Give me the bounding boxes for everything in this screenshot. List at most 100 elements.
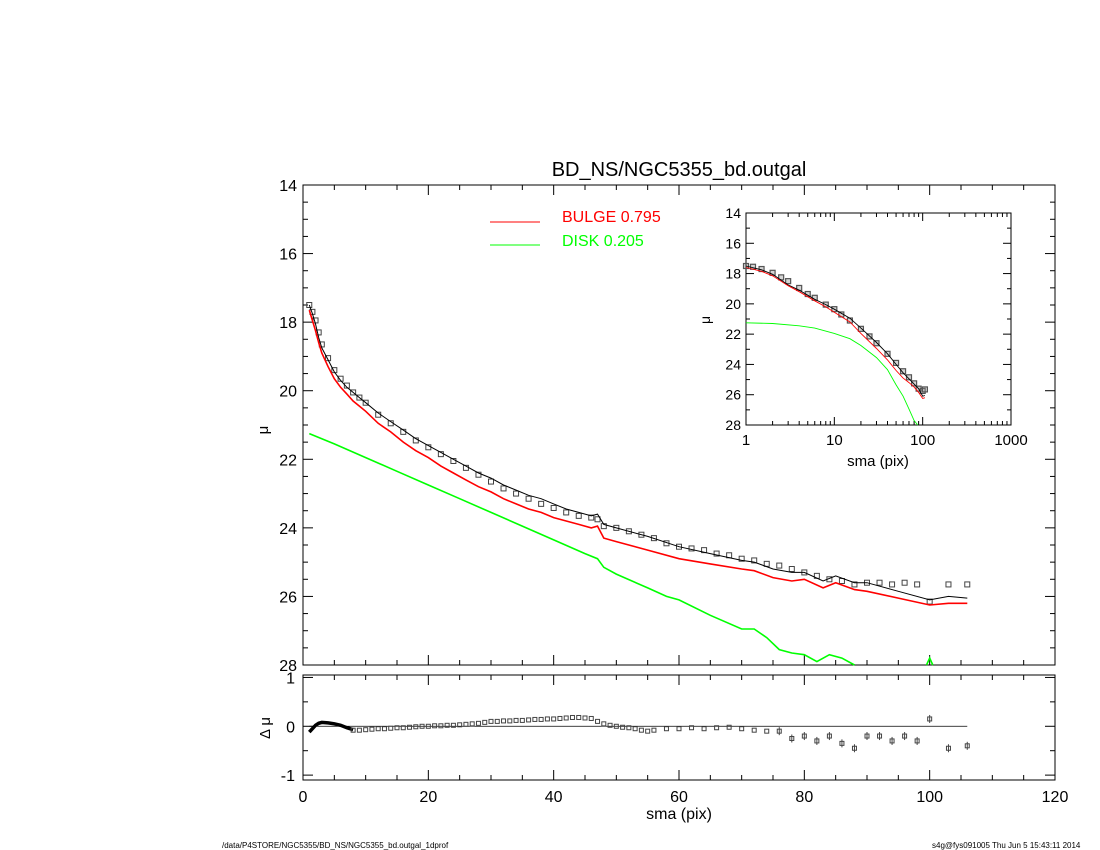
residual-data-point — [607, 722, 613, 728]
inset-ytick-label: 22 — [725, 326, 741, 342]
residual-data-point — [350, 727, 356, 733]
main-data-point — [889, 581, 896, 588]
main-ytick-label: 20 — [279, 384, 297, 401]
main-data-point — [337, 375, 344, 382]
main-data-point — [738, 555, 745, 562]
residual-xtick-label: 120 — [1042, 789, 1069, 806]
residual-data-point — [432, 723, 438, 729]
main-title: BD_NS/NGC5355_bd.outgal — [552, 159, 807, 181]
residual-ytick-label: 1 — [286, 670, 295, 687]
main-y-axis-label: μ — [255, 426, 272, 435]
residual-data-point — [751, 727, 757, 733]
residual-data-point — [651, 727, 657, 733]
inset-x-axis-label: sma (pix) — [847, 453, 909, 470]
main-ytick-label: 14 — [279, 178, 297, 195]
residual-data-point — [645, 728, 651, 734]
main-data-point — [638, 531, 645, 538]
inset-xtick-label: 10 — [826, 432, 843, 449]
residual-data-point — [601, 721, 607, 727]
legend-bulge-label: BULGE 0.795 — [562, 209, 661, 226]
residual-data-point — [739, 726, 745, 732]
main-data-point — [488, 478, 494, 485]
residual-data-point — [419, 723, 425, 729]
main-data-point — [926, 598, 933, 605]
residual-data-point — [369, 726, 375, 732]
residual-ticks: 10-10 20 40 60 80 100 120 — [281, 670, 1069, 806]
main-series-line-model — [308, 304, 968, 601]
residual-data-point — [538, 716, 544, 722]
residual-xtick-label: 20 — [419, 789, 437, 806]
residual-data-point — [789, 735, 795, 741]
main-data-point — [788, 566, 795, 572]
residual-data-point — [375, 726, 381, 732]
residual-data-point — [563, 715, 569, 721]
main-data-point — [588, 514, 595, 521]
inset-data-point — [921, 386, 929, 393]
residual-data-point — [356, 727, 362, 733]
residual-data-point — [626, 725, 632, 731]
residual-inner-curve — [308, 720, 354, 734]
residual-data-point — [507, 718, 513, 724]
main-data-point — [563, 509, 570, 516]
inset-series — [742, 262, 929, 426]
residual-xtick-label: 80 — [795, 789, 813, 806]
residual-data-point — [638, 727, 644, 733]
residual-data-point — [407, 724, 413, 730]
residual-data-point — [714, 725, 720, 731]
residual-x-axis-label: sma (pix) — [646, 806, 712, 823]
inset-data-point — [899, 368, 907, 375]
main-data-point — [613, 524, 620, 531]
residual-data-point — [501, 718, 507, 724]
residual-data-point — [945, 745, 951, 751]
residual-xtick-label: 60 — [670, 789, 688, 806]
inset-data-point — [857, 325, 865, 332]
inset-plot-frame — [745, 212, 1012, 426]
residual-data-point — [494, 718, 500, 724]
residual-data-point — [964, 743, 970, 749]
residual-data-point — [914, 738, 920, 744]
main-data-point — [851, 581, 858, 588]
residual-data-point — [519, 717, 525, 723]
residual-plot-frame — [302, 674, 1056, 781]
footer-file-path: /data/P4STORE/NGC5355/BD_NS/NGC5355_bd.o… — [222, 841, 449, 850]
inset-xtick-label: 100 — [910, 432, 935, 449]
main-panel: BD_NS/NGC5355_bd.outgal μ 14 16 18 20 22 24 26… — [255, 159, 1056, 675]
residual-data-point — [532, 716, 538, 722]
residual-xtick-label: 0 — [299, 789, 308, 806]
main-data-point — [964, 581, 971, 588]
main-data-point — [306, 302, 313, 308]
main-series — [306, 302, 971, 666]
footer-timestamp: s4g@fys091005 Thu Jun 5 15:43:11 2014 — [932, 841, 1081, 850]
main-data-point — [945, 581, 952, 588]
main-data-point — [350, 389, 357, 396]
main-data-point — [550, 504, 557, 511]
inset-ytick-label: 24 — [725, 356, 741, 372]
inset-ytick-label: 16 — [725, 235, 741, 251]
residual-data-point — [663, 726, 669, 732]
residual-data-point — [595, 718, 601, 724]
main-series-line-disk — [308, 432, 855, 666]
residual-data-point — [469, 721, 475, 727]
residual-data-point — [576, 714, 582, 720]
main-data-point — [713, 550, 720, 557]
main-data-point — [594, 516, 601, 523]
residual-data-point — [776, 728, 782, 734]
main-ytick-label: 26 — [279, 589, 297, 606]
main-ticks: 14 16 18 20 22 24 26 28 — [279, 178, 1056, 675]
inset-xtick-label: 1000 — [994, 432, 1027, 449]
inset-ticks: 14 16 18 20 22 24 26 281 10 100 1000 — [725, 205, 1027, 449]
main-data-point — [676, 543, 682, 550]
residual-data-point — [801, 733, 807, 739]
main-data-point — [500, 485, 507, 492]
legend-disk-label: DISK 0.205 — [562, 233, 644, 250]
residual-data-point — [363, 727, 369, 733]
residual-data-point — [425, 723, 431, 729]
residual-data-point — [889, 738, 895, 744]
main-data-point — [876, 579, 883, 586]
inset-series-line-model — [745, 265, 926, 397]
residual-series — [308, 714, 970, 753]
residual-ytick-label: 0 — [286, 719, 295, 736]
main-data-point — [525, 495, 532, 502]
main-ytick-label: 18 — [279, 315, 297, 332]
residual-data-point — [726, 724, 732, 730]
